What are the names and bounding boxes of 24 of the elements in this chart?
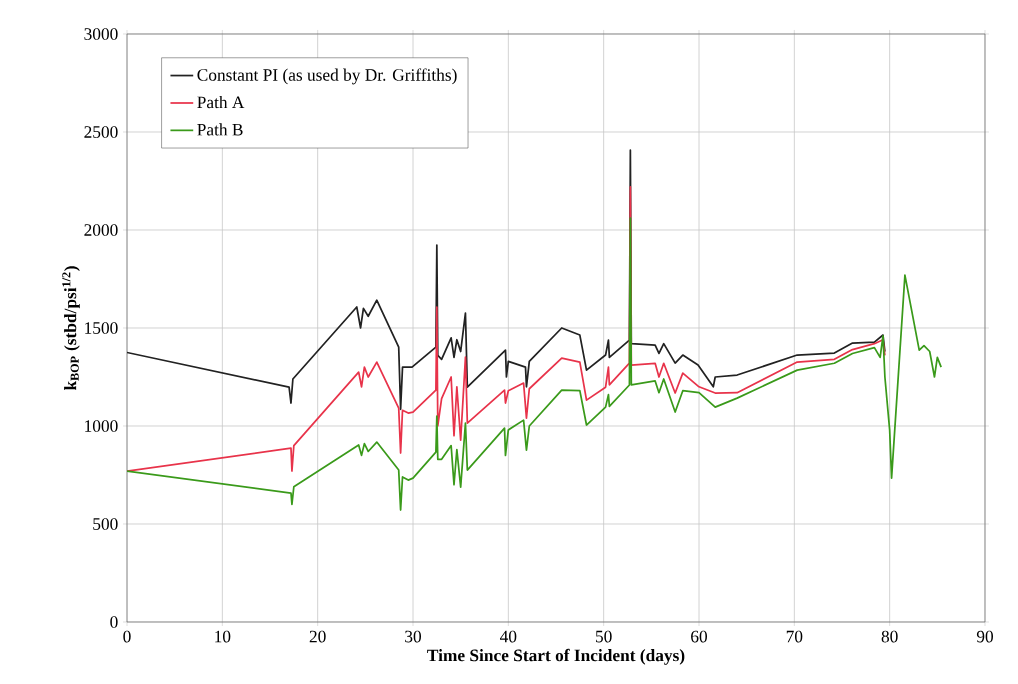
y-tick-label: 2000: [84, 224, 118, 236]
y-tick-label: 0: [110, 616, 118, 628]
x-tick-label: 70: [786, 630, 803, 643]
x-tick-label: 10: [215, 630, 231, 643]
y-axis-title: k$_{BOP}$ (stbd/psi$^{1/2}$): [62, 266, 80, 391]
y-tick-label: 500: [93, 518, 118, 530]
line-series: [127, 186, 886, 472]
legend-label: Path A: [197, 95, 245, 109]
x-tick-label: 90: [976, 630, 994, 643]
x-tick-label: 20: [309, 630, 326, 643]
x-tick-label: 80: [881, 630, 898, 643]
x-axis-title: Time Since Start of Incident (days): [427, 648, 685, 665]
x-tick-label: 30: [405, 630, 422, 643]
y-tick-label: 1000: [85, 420, 118, 432]
x-tick-label: 40: [500, 630, 517, 643]
y-tick-label: 3000: [84, 28, 118, 40]
y-tick-label: 2500: [84, 126, 118, 138]
x-tick-label: 60: [691, 630, 708, 643]
legend-label: Constant PI (as used by Dr. Griffiths): [197, 68, 457, 85]
y-tick-label: 1500: [85, 322, 118, 334]
x-tick-label: 50: [596, 630, 612, 643]
x-tick-label: 0: [123, 630, 131, 643]
line-series: [127, 217, 943, 511]
legend-label: Path B: [197, 123, 243, 136]
